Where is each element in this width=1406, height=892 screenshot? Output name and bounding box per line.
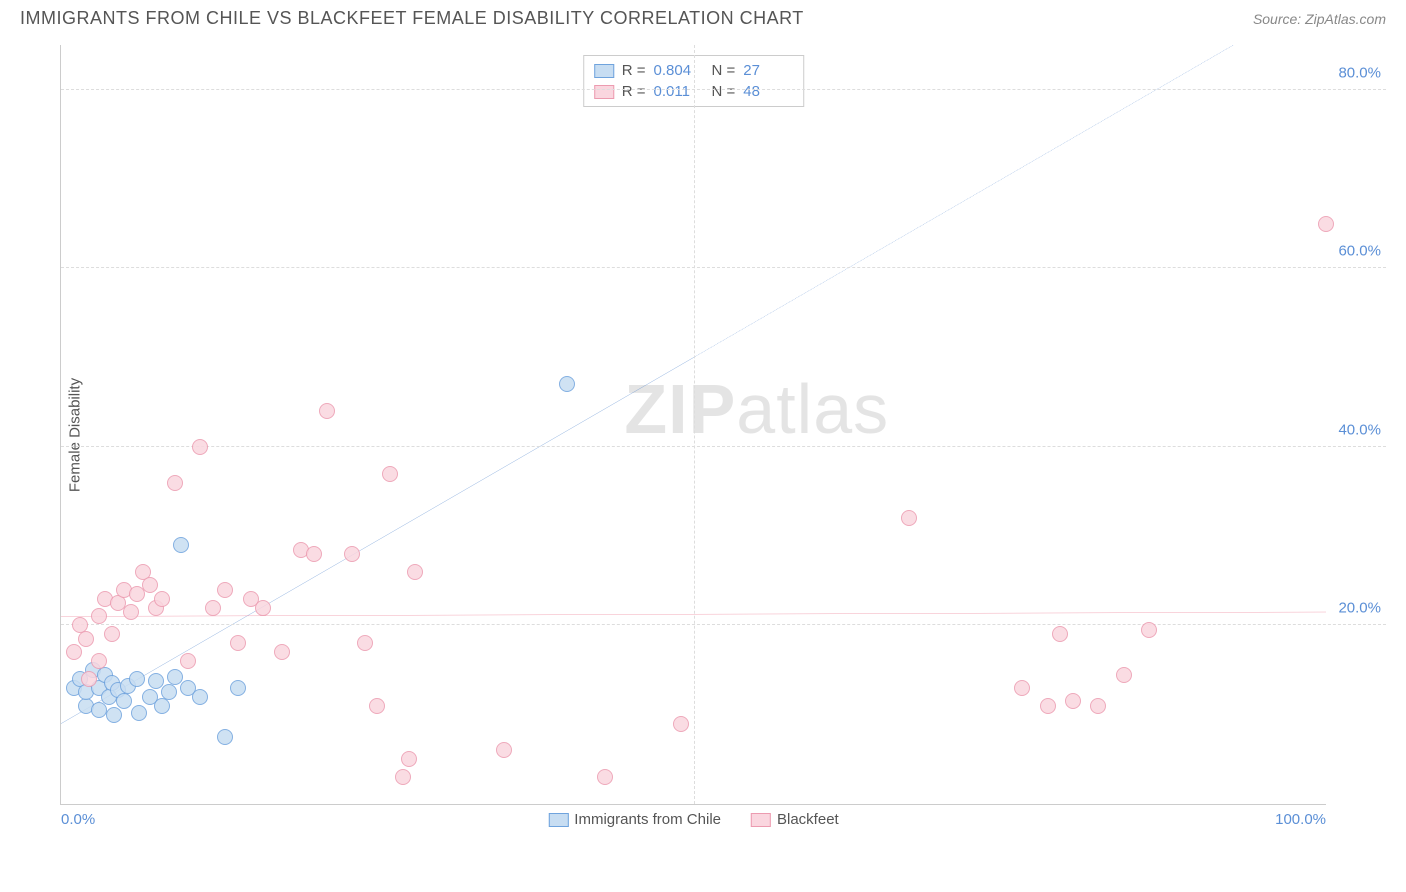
data-point xyxy=(369,698,385,714)
data-point xyxy=(173,537,189,553)
data-point xyxy=(129,671,145,687)
data-point xyxy=(161,684,177,700)
data-point xyxy=(91,608,107,624)
x-tick-label: 100.0% xyxy=(1275,811,1326,828)
data-point xyxy=(1141,622,1157,638)
data-point xyxy=(306,546,322,562)
data-point xyxy=(1014,680,1030,696)
data-point xyxy=(496,742,512,758)
data-point xyxy=(104,626,120,642)
data-point xyxy=(78,631,94,647)
legend-item: Immigrants from Chile xyxy=(548,811,721,828)
data-point xyxy=(901,510,917,526)
plot-area: ZIPatlas R =0.804N =27R =0.011N =48 Immi… xyxy=(60,45,1326,805)
legend-item: Blackfeet xyxy=(751,811,839,828)
data-point xyxy=(205,600,221,616)
data-point xyxy=(66,644,82,660)
data-point xyxy=(217,729,233,745)
x-tick-label: 0.0% xyxy=(61,811,95,828)
gridline-h xyxy=(61,624,1386,625)
data-point xyxy=(131,705,147,721)
data-point xyxy=(154,591,170,607)
data-point xyxy=(395,769,411,785)
y-tick-label: 80.0% xyxy=(1338,64,1381,81)
data-point xyxy=(81,671,97,687)
data-point xyxy=(230,635,246,651)
source-credit: Source: ZipAtlas.com xyxy=(1253,11,1386,27)
gridline-h xyxy=(61,446,1386,447)
data-point xyxy=(1090,698,1106,714)
data-point xyxy=(274,644,290,660)
legend-label: Blackfeet xyxy=(777,811,839,828)
chart-title: IMMIGRANTS FROM CHILE VS BLACKFEET FEMAL… xyxy=(20,8,804,29)
data-point xyxy=(407,564,423,580)
data-point xyxy=(1116,667,1132,683)
data-point xyxy=(230,680,246,696)
y-tick-label: 60.0% xyxy=(1338,243,1381,260)
gridline-v xyxy=(694,45,695,804)
data-point xyxy=(559,376,575,392)
data-point xyxy=(1065,693,1081,709)
data-point xyxy=(401,751,417,767)
legend-swatch xyxy=(548,813,568,827)
data-point xyxy=(357,635,373,651)
data-point xyxy=(217,582,233,598)
data-point xyxy=(1052,626,1068,642)
data-point xyxy=(180,653,196,669)
chart-container: Female Disability ZIPatlas R =0.804N =27… xyxy=(50,35,1386,835)
data-point xyxy=(319,403,335,419)
data-point xyxy=(106,707,122,723)
data-point xyxy=(116,693,132,709)
legend-swatch xyxy=(594,85,614,99)
data-point xyxy=(123,604,139,620)
legend: Immigrants from Chile Blackfeet xyxy=(548,811,838,828)
data-point xyxy=(382,466,398,482)
data-point xyxy=(91,702,107,718)
legend-swatch xyxy=(751,813,771,827)
data-point xyxy=(1040,698,1056,714)
legend-label: Immigrants from Chile xyxy=(574,811,721,828)
gridline-h xyxy=(61,267,1386,268)
data-point xyxy=(142,577,158,593)
y-tick-label: 20.0% xyxy=(1338,600,1381,617)
data-point xyxy=(1318,216,1334,232)
data-point xyxy=(597,769,613,785)
y-tick-label: 40.0% xyxy=(1338,421,1381,438)
data-point xyxy=(192,439,208,455)
watermark: ZIPatlas xyxy=(624,369,889,449)
data-point xyxy=(673,716,689,732)
data-point xyxy=(192,689,208,705)
legend-swatch xyxy=(594,64,614,78)
data-point xyxy=(344,546,360,562)
gridline-h xyxy=(61,89,1386,90)
data-point xyxy=(91,653,107,669)
data-point xyxy=(255,600,271,616)
data-point xyxy=(167,475,183,491)
